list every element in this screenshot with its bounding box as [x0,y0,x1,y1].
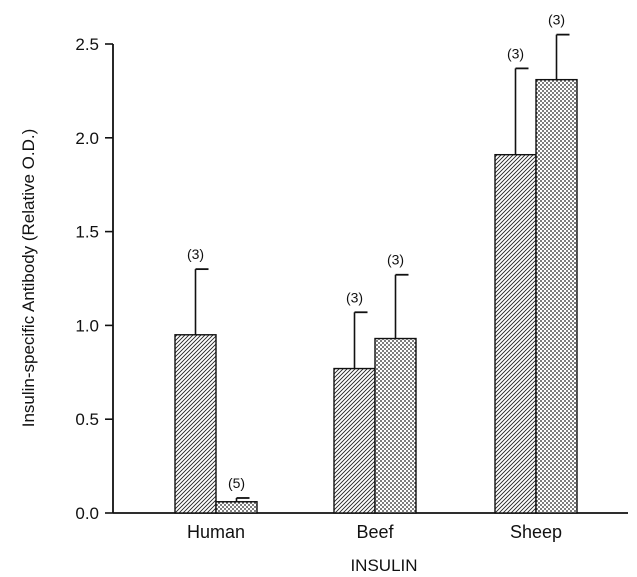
y-axis-title: Insulin-specific Antibody (Relative O.D.… [19,129,38,428]
y-tick-label: 0.5 [75,410,99,429]
bar [174,334,217,514]
y-tick-label: 0.0 [75,504,99,523]
y-tick-label: 1.5 [75,223,99,242]
n-label: (3) [507,45,524,61]
bar [333,367,376,514]
bar [494,153,537,514]
bar [535,78,578,514]
x-tick-labels: Human Beef Sheep [187,522,562,542]
x-axis-title: INSULIN [350,556,417,575]
n-label: (5) [228,475,245,491]
x-tick-label: Human [187,522,245,542]
y-tick-label: 2.5 [75,35,99,54]
x-tick-label: Sheep [510,522,562,542]
y-tick-label: 1.0 [75,316,99,335]
n-label: (3) [187,246,204,262]
y-tick-label: 2.0 [75,129,99,148]
bars: (3) (5) (3) (3) (3) (3) [174,12,578,514]
x-tick-label: Beef [356,522,394,542]
bar [215,501,258,514]
n-label: (3) [548,12,565,28]
n-label: (3) [387,252,404,268]
bar [374,337,417,514]
n-label: (3) [346,289,363,305]
y-ticks: 0.0 0.5 1.0 1.5 2.0 2.5 [75,35,113,523]
